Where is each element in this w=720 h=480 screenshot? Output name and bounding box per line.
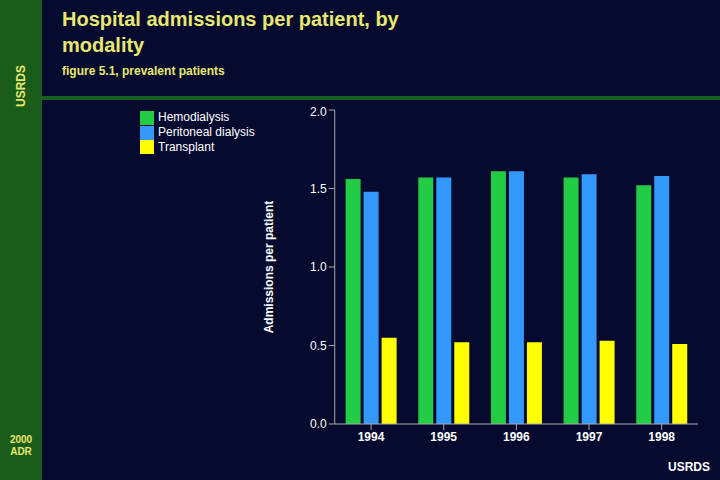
svg-text:0.0: 0.0 [310, 417, 327, 431]
html-text:Hospital admissions per patien: Hospital admissions per patient, by moda… [62, 8, 399, 56]
svg-text:1994: 1994 [358, 430, 385, 444]
svg-text:0.5: 0.5 [310, 339, 327, 353]
html-text:figure 5.1, prevalent patients: figure 5.1, prevalent patients [62, 64, 225, 78]
html-text:2000 ADR: 2000 ADR [9, 434, 33, 457]
html-text:Peritoneal dialysis: Peritoneal dialysis [158, 124, 255, 139]
svg-text:Admissions per patient: Admissions per patient [262, 201, 276, 334]
svg-text:1998: 1998 [648, 430, 675, 444]
svg-text:1997: 1997 [576, 430, 603, 444]
html-text:Transplant: Transplant [158, 139, 215, 154]
svg-text:1995: 1995 [430, 430, 457, 444]
html-text:USRDS: USRDS [668, 460, 710, 474]
svg-text:1.5: 1.5 [310, 182, 327, 196]
html-text:USRDS: USRDS [14, 65, 28, 107]
svg-text:1996: 1996 [503, 430, 530, 444]
svg-text:2.0: 2.0 [310, 105, 327, 119]
html-text:Hemodialysis: Hemodialysis [158, 110, 230, 124]
svg-text:1.0: 1.0 [310, 260, 327, 274]
